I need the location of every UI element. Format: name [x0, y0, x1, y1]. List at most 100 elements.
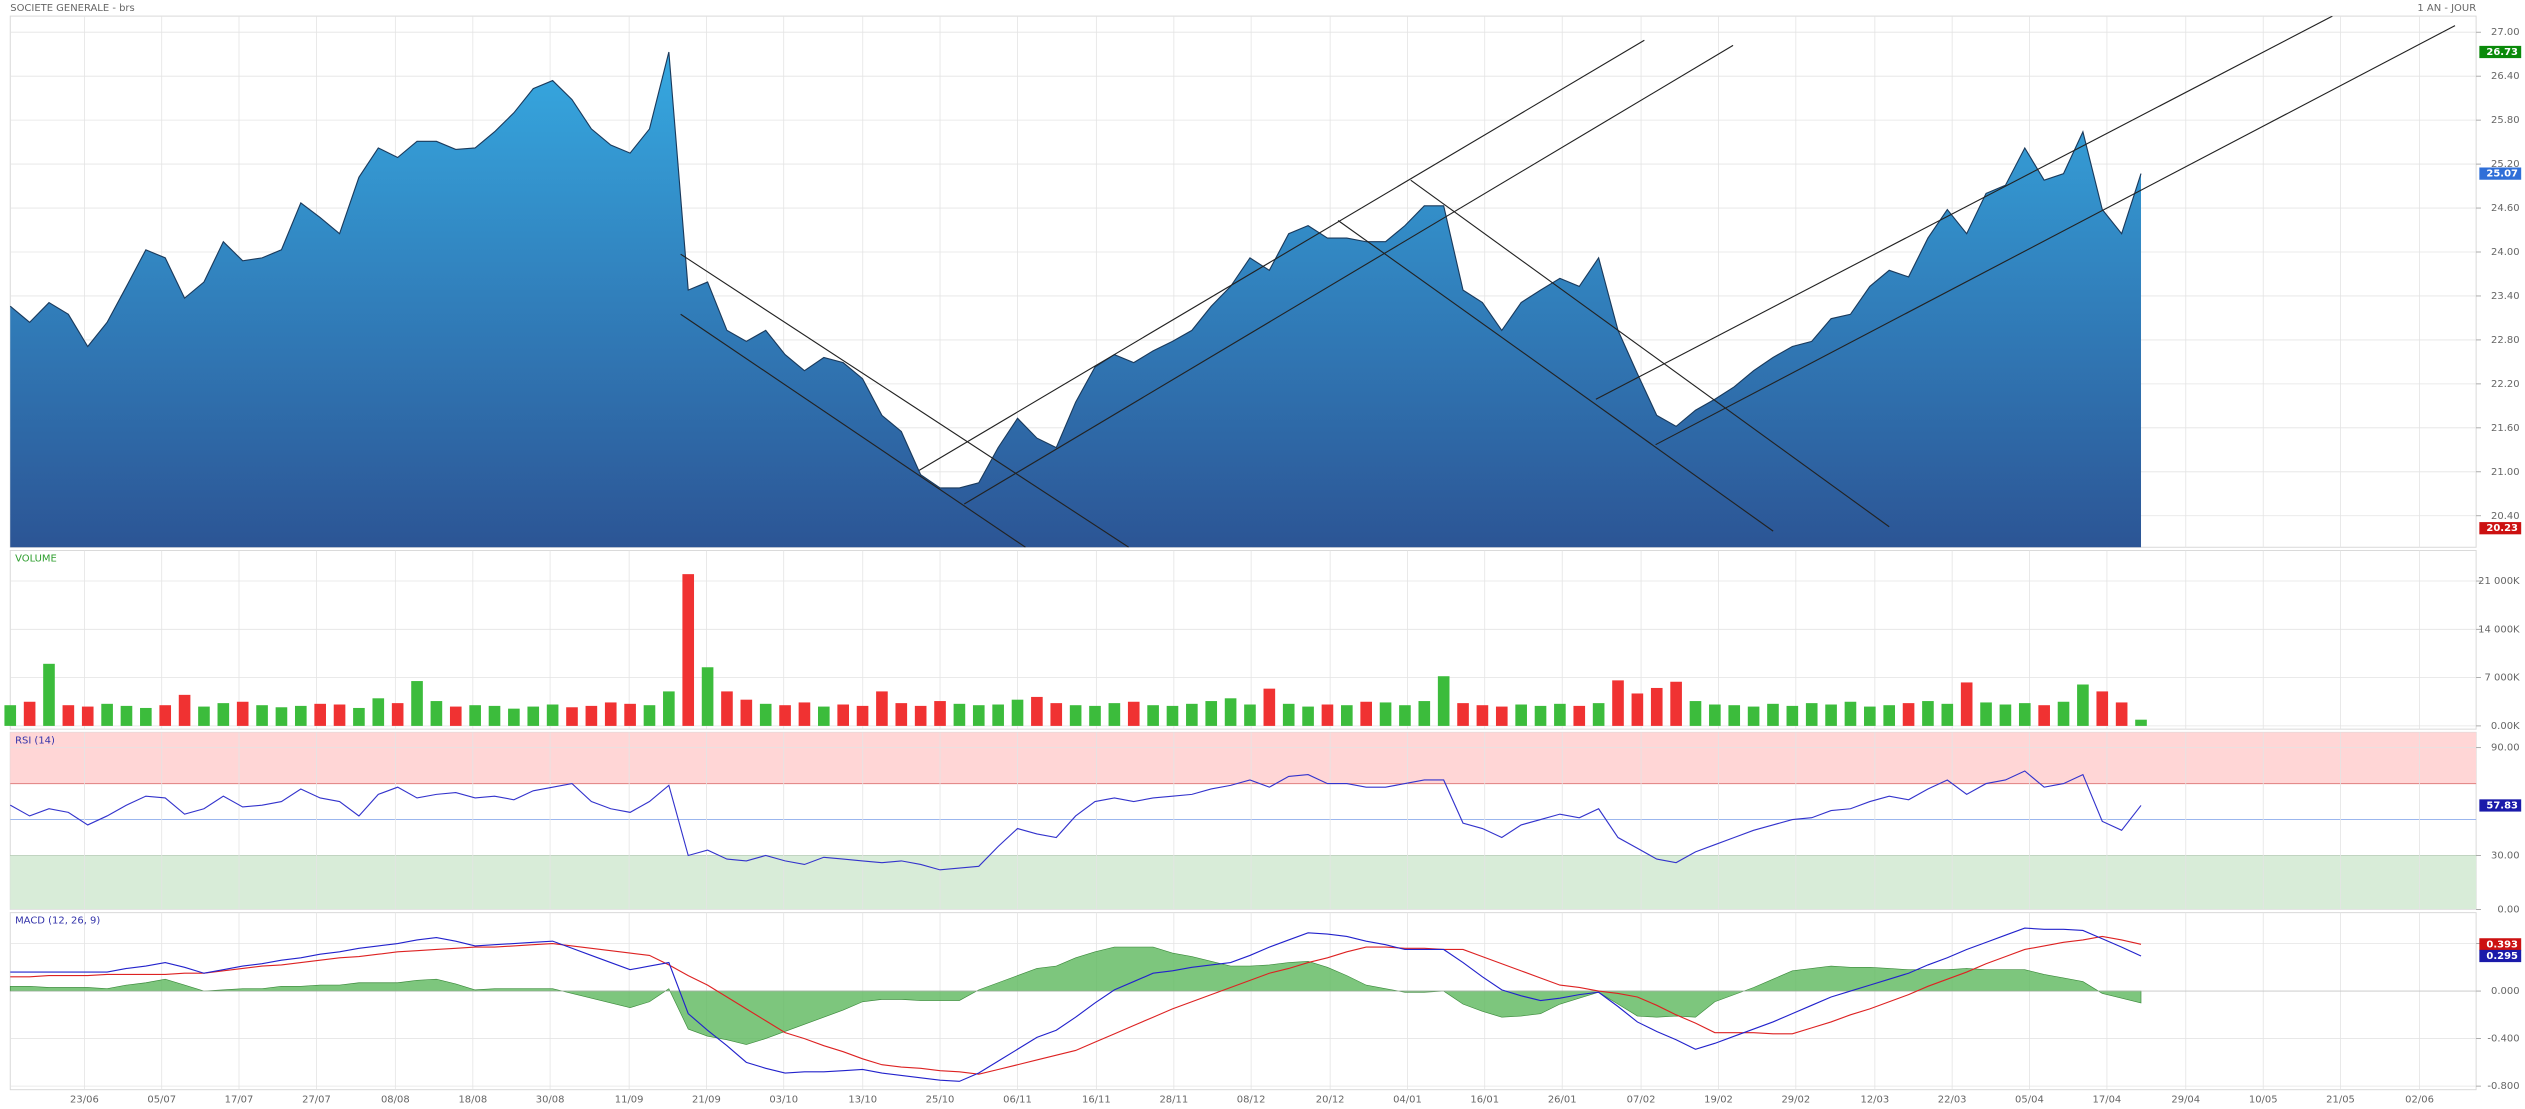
volume-bar — [1709, 704, 1721, 726]
x-tick-label: 26/01 — [1548, 1094, 1577, 1105]
volume-bar — [604, 702, 617, 726]
volume-bar — [1902, 703, 1915, 726]
volume-bar — [353, 707, 365, 726]
volume-bar — [895, 703, 908, 726]
volume-bar — [2096, 691, 2109, 726]
volume-bar — [1844, 701, 1857, 726]
x-tick-label: 19/02 — [1704, 1094, 1733, 1105]
panel-title: MACD (12, 26, 9) — [15, 916, 100, 927]
x-tick-label: 27/07 — [302, 1094, 331, 1105]
y-tick-label: 24.60 — [2491, 203, 2520, 214]
volume-bar — [1476, 705, 1489, 726]
macd-line — [10, 927, 2142, 1082]
x-tick-label: 20/12 — [1316, 1094, 1345, 1105]
x-tick-label: 17/04 — [2093, 1094, 2122, 1105]
volume-bar — [682, 574, 695, 726]
x-tick-label: 16/11 — [1082, 1094, 1111, 1105]
value-marker — [2479, 949, 2522, 963]
panel — [9, 912, 2477, 1091]
volume-bar — [527, 706, 540, 726]
volume-bar — [2057, 701, 2070, 726]
volume-bar — [663, 691, 675, 726]
volume-bar — [566, 707, 578, 726]
y-tick-label: 0.00 — [2497, 904, 2519, 915]
volume-bar — [1244, 704, 1256, 726]
chart-title: SOCIETE GENERALE - brs — [10, 3, 134, 14]
y-tick-label: 14 000K — [2478, 624, 2520, 635]
panel-title: VOLUME — [15, 554, 57, 565]
volume-bar — [101, 703, 113, 726]
trendlines — [680, 16, 2456, 548]
x-tick-label: 11/09 — [615, 1094, 644, 1105]
y-tick-label: 0.000 — [2491, 986, 2520, 997]
volume-bar — [1282, 703, 1295, 726]
volume-bar — [1612, 680, 1624, 726]
price-line — [9, 51, 2142, 489]
value-marker-label: 25.07 — [2486, 169, 2518, 180]
rsi-line — [9, 770, 2142, 871]
volume-bar — [934, 701, 946, 726]
macd-line — [10, 935, 2142, 1075]
volume-bar — [1437, 676, 1450, 726]
volume-bar — [2135, 719, 2147, 726]
volume-bar — [411, 681, 423, 726]
volume-bar — [1689, 701, 1702, 726]
y-tick-label: 27.00 — [2491, 27, 2520, 38]
volume-bar — [120, 705, 133, 726]
y-tick-label: 22.80 — [2491, 335, 2520, 346]
y-tick-label: 24.00 — [2491, 247, 2520, 258]
y-tick-label: 7 000K — [2485, 673, 2521, 684]
volume-bar — [1069, 705, 1082, 726]
y-tick-label: 90.00 — [2491, 743, 2520, 754]
trendline — [680, 253, 1130, 548]
volume-bar — [1515, 704, 1527, 726]
volume-bar — [1786, 705, 1799, 726]
volume-bar — [1864, 706, 1876, 726]
price-area — [10, 51, 2142, 548]
y-tick-label: 26.40 — [2491, 71, 2520, 82]
volume-bar — [1031, 696, 1043, 726]
volume-bar — [178, 694, 191, 726]
y-tick-label: 23.40 — [2491, 291, 2520, 302]
volume-bar — [430, 701, 443, 726]
value-marker-label: 20.23 — [2486, 523, 2518, 534]
volume-bar — [837, 704, 849, 726]
volume-bar — [140, 707, 152, 726]
volume-bar — [1108, 703, 1121, 726]
volume-bar — [1554, 703, 1566, 726]
x-tick-label: 13/10 — [848, 1094, 877, 1105]
y-tick-label: 21.00 — [2491, 467, 2520, 478]
volume-bar — [81, 706, 94, 726]
volume-bar — [624, 703, 636, 726]
volume-bar — [1941, 703, 1954, 726]
x-tick-label: 29/04 — [2171, 1094, 2200, 1105]
volume-bar — [469, 705, 481, 726]
volume-bar — [391, 703, 404, 726]
volume-bar — [546, 704, 559, 726]
value-marker-label: 57.83 — [2486, 800, 2518, 811]
x-tick-label: 30/08 — [536, 1094, 565, 1105]
x-tick-label: 03/10 — [769, 1094, 798, 1105]
volume-bar — [23, 701, 36, 726]
x-tick-label: 23/06 — [70, 1094, 99, 1105]
volume-bar — [876, 691, 888, 726]
volume-bar — [1011, 699, 1024, 726]
volume-bar — [1205, 701, 1218, 726]
value-marker — [2479, 522, 2522, 535]
volume-bar — [1166, 705, 1179, 726]
volume-bar — [1147, 705, 1159, 726]
volume-bar — [1457, 703, 1469, 726]
volume-bar — [1767, 703, 1779, 726]
volume-bar — [508, 708, 520, 726]
volume-bar — [1999, 704, 2012, 726]
chart-subtitle: 1 AN - JOUR — [2417, 3, 2476, 14]
volume-bar — [2038, 705, 2050, 726]
volume-bar — [585, 705, 598, 726]
y-tick-label: -0.800 — [2487, 1081, 2519, 1092]
x-tick-label: 05/04 — [2015, 1094, 2044, 1105]
overbought-zone — [10, 732, 2477, 784]
volume-bar — [1960, 682, 1973, 726]
x-tick-label: 22/03 — [1938, 1094, 1967, 1105]
volume-bar — [1825, 704, 1837, 726]
